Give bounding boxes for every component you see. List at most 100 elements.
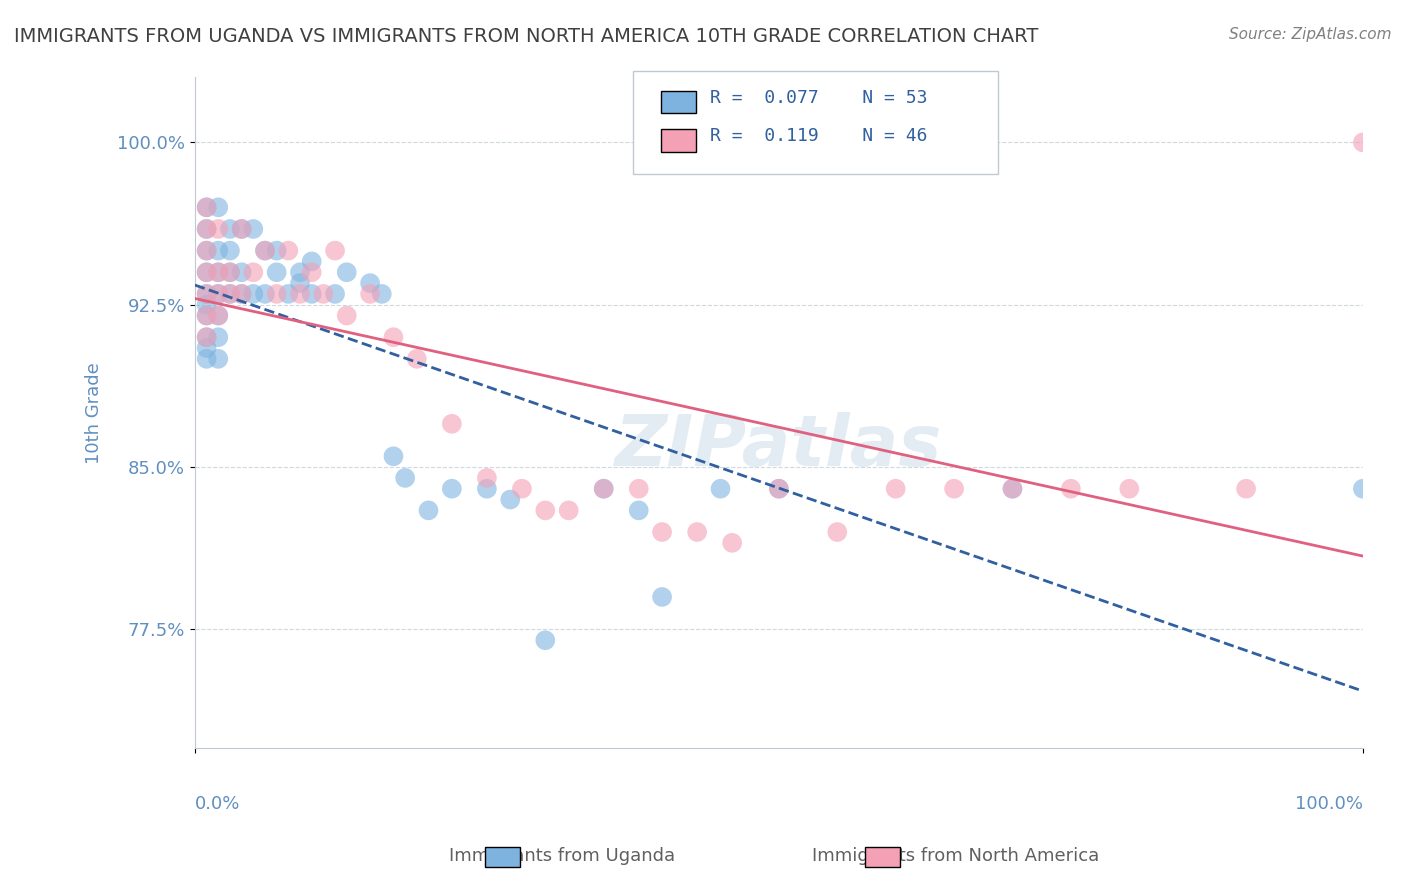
Y-axis label: 10th Grade: 10th Grade [86,362,103,464]
Point [266,244,288,258]
Point [371,286,394,301]
Point [277,244,299,258]
Point [510,482,533,496]
Point [195,222,218,236]
Text: Immigrants from Uganda: Immigrants from Uganda [450,847,675,865]
Point [195,222,218,236]
Point [266,265,288,279]
Point [195,265,218,279]
Point [207,309,229,323]
Point [219,265,242,279]
Point [394,471,416,485]
Text: IMMIGRANTS FROM UGANDA VS IMMIGRANTS FROM NORTH AMERICA 10TH GRADE CORRELATION C: IMMIGRANTS FROM UGANDA VS IMMIGRANTS FRO… [14,27,1039,45]
Point [207,244,229,258]
Point [207,330,229,344]
Point [253,244,276,258]
Point [195,286,218,301]
Point [768,482,790,496]
Point [323,244,346,258]
Point [253,244,276,258]
Point [195,330,218,344]
Point [943,482,966,496]
Point [231,286,253,301]
Point [827,524,849,539]
Point [534,633,557,648]
Point [475,482,498,496]
Point [195,244,218,258]
Text: R =  0.077    N = 53: R = 0.077 N = 53 [710,89,928,107]
Point [1351,482,1374,496]
Point [288,265,311,279]
Point [219,286,242,301]
Point [231,222,253,236]
Point [301,254,323,268]
Text: R =  0.119    N = 46: R = 0.119 N = 46 [710,127,928,145]
Point [231,265,253,279]
Point [195,265,218,279]
Point [359,286,381,301]
Point [721,536,744,550]
Text: Immigrants from North America: Immigrants from North America [813,847,1099,865]
Point [592,482,614,496]
Point [884,482,907,496]
Text: Source: ZipAtlas.com: Source: ZipAtlas.com [1229,27,1392,42]
Point [219,286,242,301]
Text: 0.0%: 0.0% [195,796,240,814]
Point [627,503,650,517]
Point [219,222,242,236]
Point [557,503,579,517]
Point [242,222,264,236]
Point [1351,136,1374,150]
Point [359,276,381,290]
Point [242,265,264,279]
Point [219,244,242,258]
Point [686,524,709,539]
Point [312,286,335,301]
Point [405,351,427,366]
Point [195,309,218,323]
Point [499,492,522,507]
Point [440,482,463,496]
Point [195,200,218,214]
Text: 100.0%: 100.0% [1295,796,1362,814]
Point [207,265,229,279]
Point [195,244,218,258]
Point [534,503,557,517]
Point [288,286,311,301]
Point [301,265,323,279]
Point [231,286,253,301]
Text: ZIPatlas: ZIPatlas [616,412,942,481]
Point [301,286,323,301]
Point [207,309,229,323]
Point [440,417,463,431]
Point [336,309,359,323]
Point [418,503,440,517]
Point [709,482,731,496]
Point [266,286,288,301]
Point [253,286,276,301]
Point [323,286,346,301]
Point [195,351,218,366]
Point [207,200,229,214]
Point [195,330,218,344]
Point [1118,482,1140,496]
Point [651,590,673,604]
Point [768,482,790,496]
Point [195,286,218,301]
Point [1234,482,1257,496]
Point [207,351,229,366]
Point [651,524,673,539]
Point [336,265,359,279]
Point [1060,482,1083,496]
Point [195,298,218,312]
Point [475,471,498,485]
Point [627,482,650,496]
Point [592,482,614,496]
Point [207,222,229,236]
Point [382,330,405,344]
Point [1001,482,1024,496]
Point [277,286,299,301]
Point [219,265,242,279]
Point [195,309,218,323]
Point [195,200,218,214]
